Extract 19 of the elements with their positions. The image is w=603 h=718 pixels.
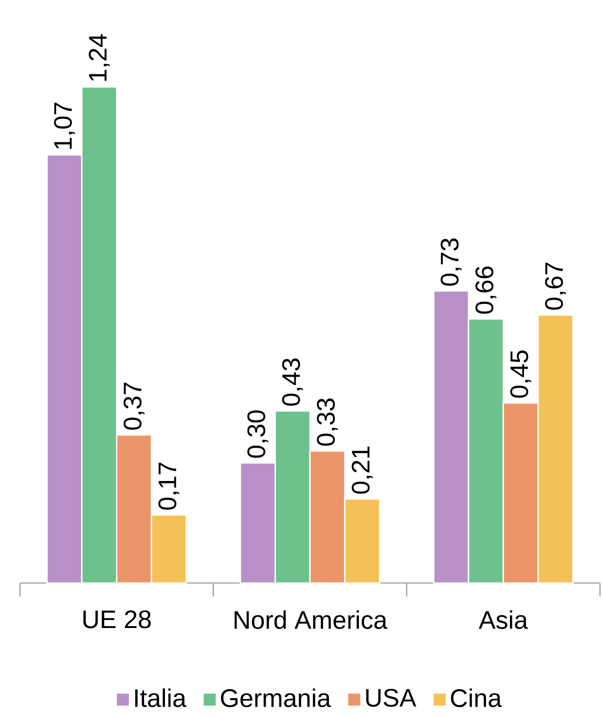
data-label: 0,66 [475,266,496,314]
x-tick-label: UE 28 [83,610,151,628]
data-label: 0,45 [510,350,532,398]
legend-label: Cina [450,688,502,708]
data-label: 0,33 [316,398,338,446]
legend-label: Italia [135,688,186,708]
data-label: 0,21 [352,446,373,494]
data-label: 1,24 [88,34,110,81]
data-label: 0,73 [440,238,462,286]
legend-label: Germania [220,688,331,708]
x-tick-label: Asia [478,610,528,629]
data-label: 0,67 [545,262,566,310]
data-label: 0,17 [158,462,180,510]
data-label: 0,37 [124,382,145,430]
data-label: 0,30 [247,410,268,458]
data-label: 0,43 [282,358,304,406]
x-tick-label: Nord America [234,610,388,629]
data-label: 1,07 [54,102,75,149]
legend-label: USA [366,688,416,707]
